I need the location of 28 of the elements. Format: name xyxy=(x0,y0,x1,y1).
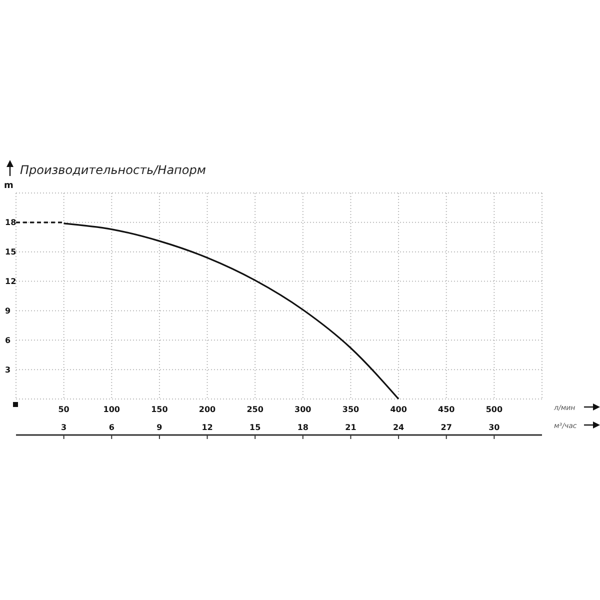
x-tick-label: 200 xyxy=(198,405,216,414)
x2-tick-label: 6 xyxy=(108,423,115,432)
x2-tick-label: 27 xyxy=(440,423,452,432)
x-tick-label: 500 xyxy=(486,405,503,414)
x-tick-label: 250 xyxy=(246,405,264,414)
y-tick-label: 12 xyxy=(5,277,16,286)
y-axis-title: m xyxy=(4,181,14,191)
x2-tick-label: 30 xyxy=(488,423,500,432)
y-tick-label: 3 xyxy=(5,365,11,374)
x2-tick-label: 21 xyxy=(345,423,357,432)
x2-tick-label: 24 xyxy=(392,423,405,432)
x2-tick-label: 9 xyxy=(156,423,163,432)
y-tick-label: 15 xyxy=(5,248,17,257)
x-tick-label: 300 xyxy=(294,405,312,414)
y-tick-label: 9 xyxy=(5,306,11,316)
x-tick-label: 100 xyxy=(103,405,120,414)
x-tick-label: 400 xyxy=(390,405,408,414)
x2-tick-label: 12 xyxy=(202,423,213,432)
x2-tick-label: 15 xyxy=(250,423,262,432)
y-tick-label: 6 xyxy=(5,336,11,345)
x2-tick-label: 18 xyxy=(297,423,309,432)
x-tick-label: 150 xyxy=(151,405,168,414)
x-tick-label: 350 xyxy=(342,405,360,414)
x-tick-label: 50 xyxy=(58,405,70,414)
x-tick-label: 450 xyxy=(438,405,456,414)
y-tick-label: 18 xyxy=(5,218,17,228)
chart-title: Производительность/Напорм xyxy=(20,163,206,177)
x2-tick-label: 3 xyxy=(61,423,67,432)
